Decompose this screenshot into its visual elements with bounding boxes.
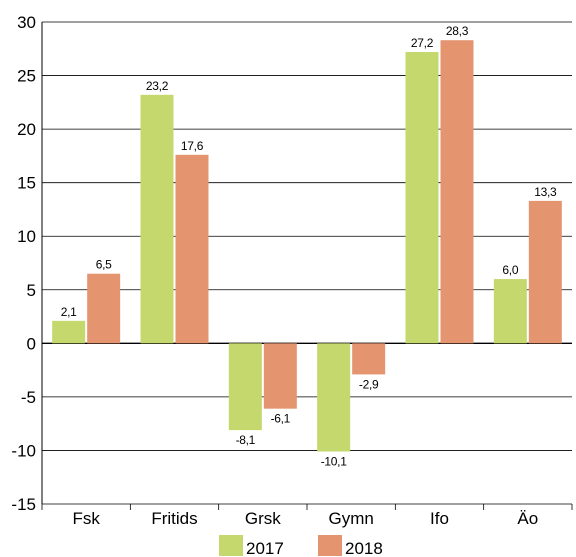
data-label: 23,2: [146, 79, 169, 93]
legend-label: 2018: [345, 539, 383, 557]
bar-2018-Äo: [528, 200, 562, 344]
y-tick-label: 25: [17, 67, 36, 86]
data-label: -8,1: [236, 433, 256, 447]
x-category-label: Fsk: [72, 509, 100, 528]
y-tick-label: 20: [17, 120, 36, 139]
data-label: -2,9: [359, 377, 379, 391]
data-label: 6,0: [502, 263, 518, 277]
data-label: 6,5: [96, 258, 112, 272]
data-label: 27,2: [411, 36, 434, 50]
bar-2018-Grsk: [263, 343, 297, 409]
data-label: -10,1: [321, 455, 347, 469]
y-axis: 30 25 20 15 10 5 0 -5 -10 -15: [11, 13, 43, 514]
x-category-label: Ifo: [430, 509, 449, 528]
bar-2018-Fritids: [175, 154, 209, 344]
legend-swatch-2017: [219, 535, 243, 556]
legend-swatch-2018: [318, 535, 342, 556]
y-tick-label: -15: [11, 495, 36, 514]
data-label: 28,3: [446, 24, 469, 38]
data-label: 13,3: [534, 185, 557, 199]
y-tick-label: 0: [27, 334, 36, 353]
data-labels: 2,1 6,5 23,2 17,6 -8,1 -6,1 -10,1 -2,9 27,2 28,3 6…: [61, 24, 558, 469]
legend: 2017 2018: [219, 535, 383, 557]
bars: [52, 40, 562, 452]
data-label: -6,1: [271, 412, 291, 426]
bar-2017-Ifo: [405, 51, 439, 344]
gridlines: [42, 21, 572, 505]
y-tick-label: -10: [11, 441, 36, 460]
x-category-label: Gymn: [328, 509, 373, 528]
bar-2017-Fritids: [140, 94, 174, 344]
bar-2017-Fsk: [52, 320, 86, 344]
legend-label: 2017: [246, 539, 284, 557]
bar-2018-Gymn: [352, 343, 386, 375]
bar-2017-Grsk: [228, 343, 262, 431]
bar-2018-Fsk: [87, 273, 121, 344]
y-tick-label: 15: [17, 174, 36, 193]
y-tick-label: 10: [17, 227, 36, 246]
bar-2017-Äo: [493, 279, 527, 344]
data-label: 17,6: [181, 139, 204, 153]
y-tick-label: 5: [27, 281, 36, 300]
data-label: 2,1: [61, 305, 77, 319]
x-category-label: Grsk: [245, 509, 281, 528]
x-category-label: Äo: [517, 509, 538, 528]
y-tick-label: -5: [21, 388, 36, 407]
bar-2017-Gymn: [317, 343, 351, 452]
x-category-label: Fritids: [151, 509, 197, 528]
y-tick-label: 30: [17, 13, 36, 32]
x-axis: Fsk Fritids Grsk Gymn Ifo Äo: [41, 504, 573, 528]
bar-2018-Ifo: [440, 40, 474, 344]
